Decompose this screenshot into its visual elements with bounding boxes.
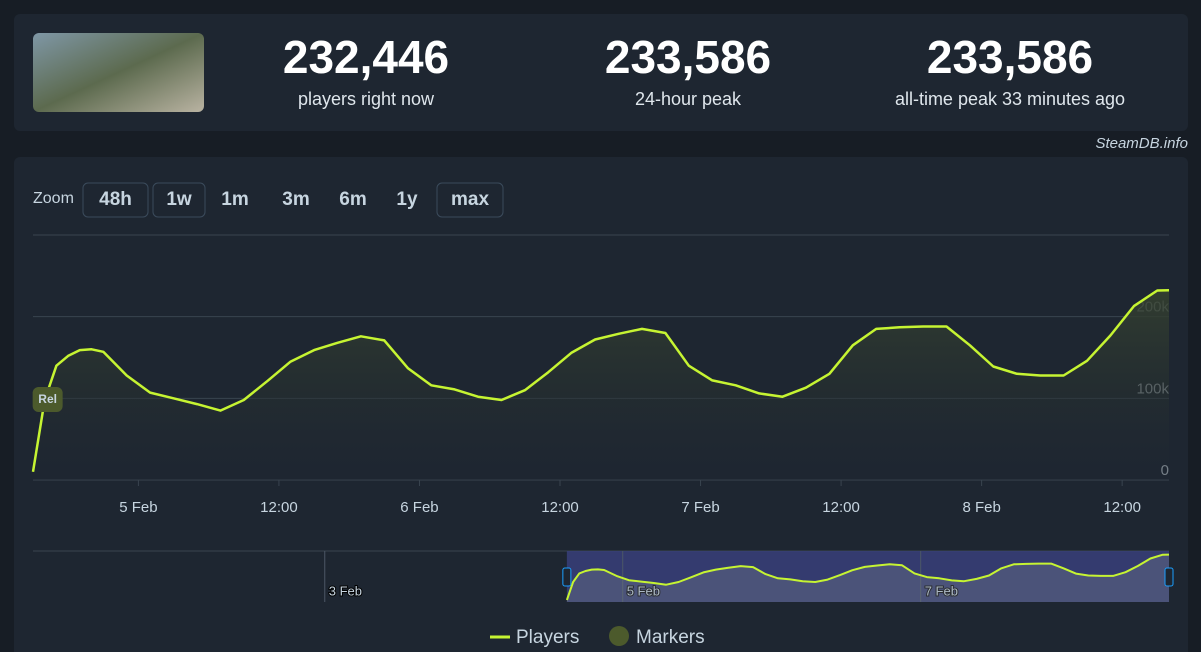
zoom-button-text: 3m — [282, 189, 309, 210]
zoom-label: Zoom — [33, 190, 74, 207]
zoom-button[interactable] — [82, 182, 149, 218]
area — [566, 554, 1169, 602]
zoom-button-text[interactable]: 48h — [99, 189, 132, 210]
navigator-selection — [566, 551, 1169, 602]
x-tick-label: 7 Feb — [681, 499, 719, 516]
line — [31, 288, 1170, 473]
navigator-handle[interactable] — [562, 567, 572, 587]
stat-label: all-time peak 33 minutes ago — [895, 89, 1125, 109]
navigator-tick-label: 3 Feb — [329, 583, 362, 598]
source: SteamDB.info — [1095, 135, 1188, 152]
marker — [32, 387, 63, 412]
x-tick-label: 8 Feb — [962, 499, 1000, 516]
legend-label[interactable]: Markers — [636, 627, 705, 648]
zoom-button-text[interactable]: 1w — [166, 189, 192, 210]
game-image — [33, 33, 204, 112]
navigator-tick-label: 5 Feb — [627, 583, 660, 598]
zoom-button-text[interactable]: max — [451, 189, 489, 210]
x-tick-label: 12:00 — [260, 499, 298, 516]
x-tick-label: 12:00 — [541, 499, 579, 516]
area — [33, 290, 1169, 480]
zoom-button[interactable] — [436, 182, 504, 218]
x-tick-label: 6 Feb — [400, 499, 438, 516]
x-tick-label: 5 Feb — [119, 499, 157, 516]
x-tick-label: 12:00 — [822, 499, 860, 516]
stat-label: 24-hour peak — [635, 89, 742, 109]
stat-value: 233,586 — [927, 31, 1093, 83]
navigator-handle[interactable] — [1164, 567, 1174, 587]
zoom-button[interactable] — [152, 182, 206, 218]
x-tick-label: 12:00 — [1103, 499, 1141, 516]
legend-marker — [609, 626, 629, 646]
zoom-button-text: 1y — [396, 189, 418, 210]
stats-panel — [14, 14, 1188, 131]
zoom-button-text: 6m — [339, 189, 366, 210]
legend-label[interactable]: Players — [516, 627, 579, 648]
line — [565, 553, 1170, 601]
navigator-tick-label: 7 Feb — [925, 583, 958, 598]
stat-value: 232,446 — [283, 31, 449, 83]
marker-label: Rel — [38, 392, 57, 406]
zoom-button-text: 1m — [221, 189, 248, 210]
stat-value: 233,586 — [605, 31, 771, 83]
stat-label: players right now — [298, 89, 435, 109]
